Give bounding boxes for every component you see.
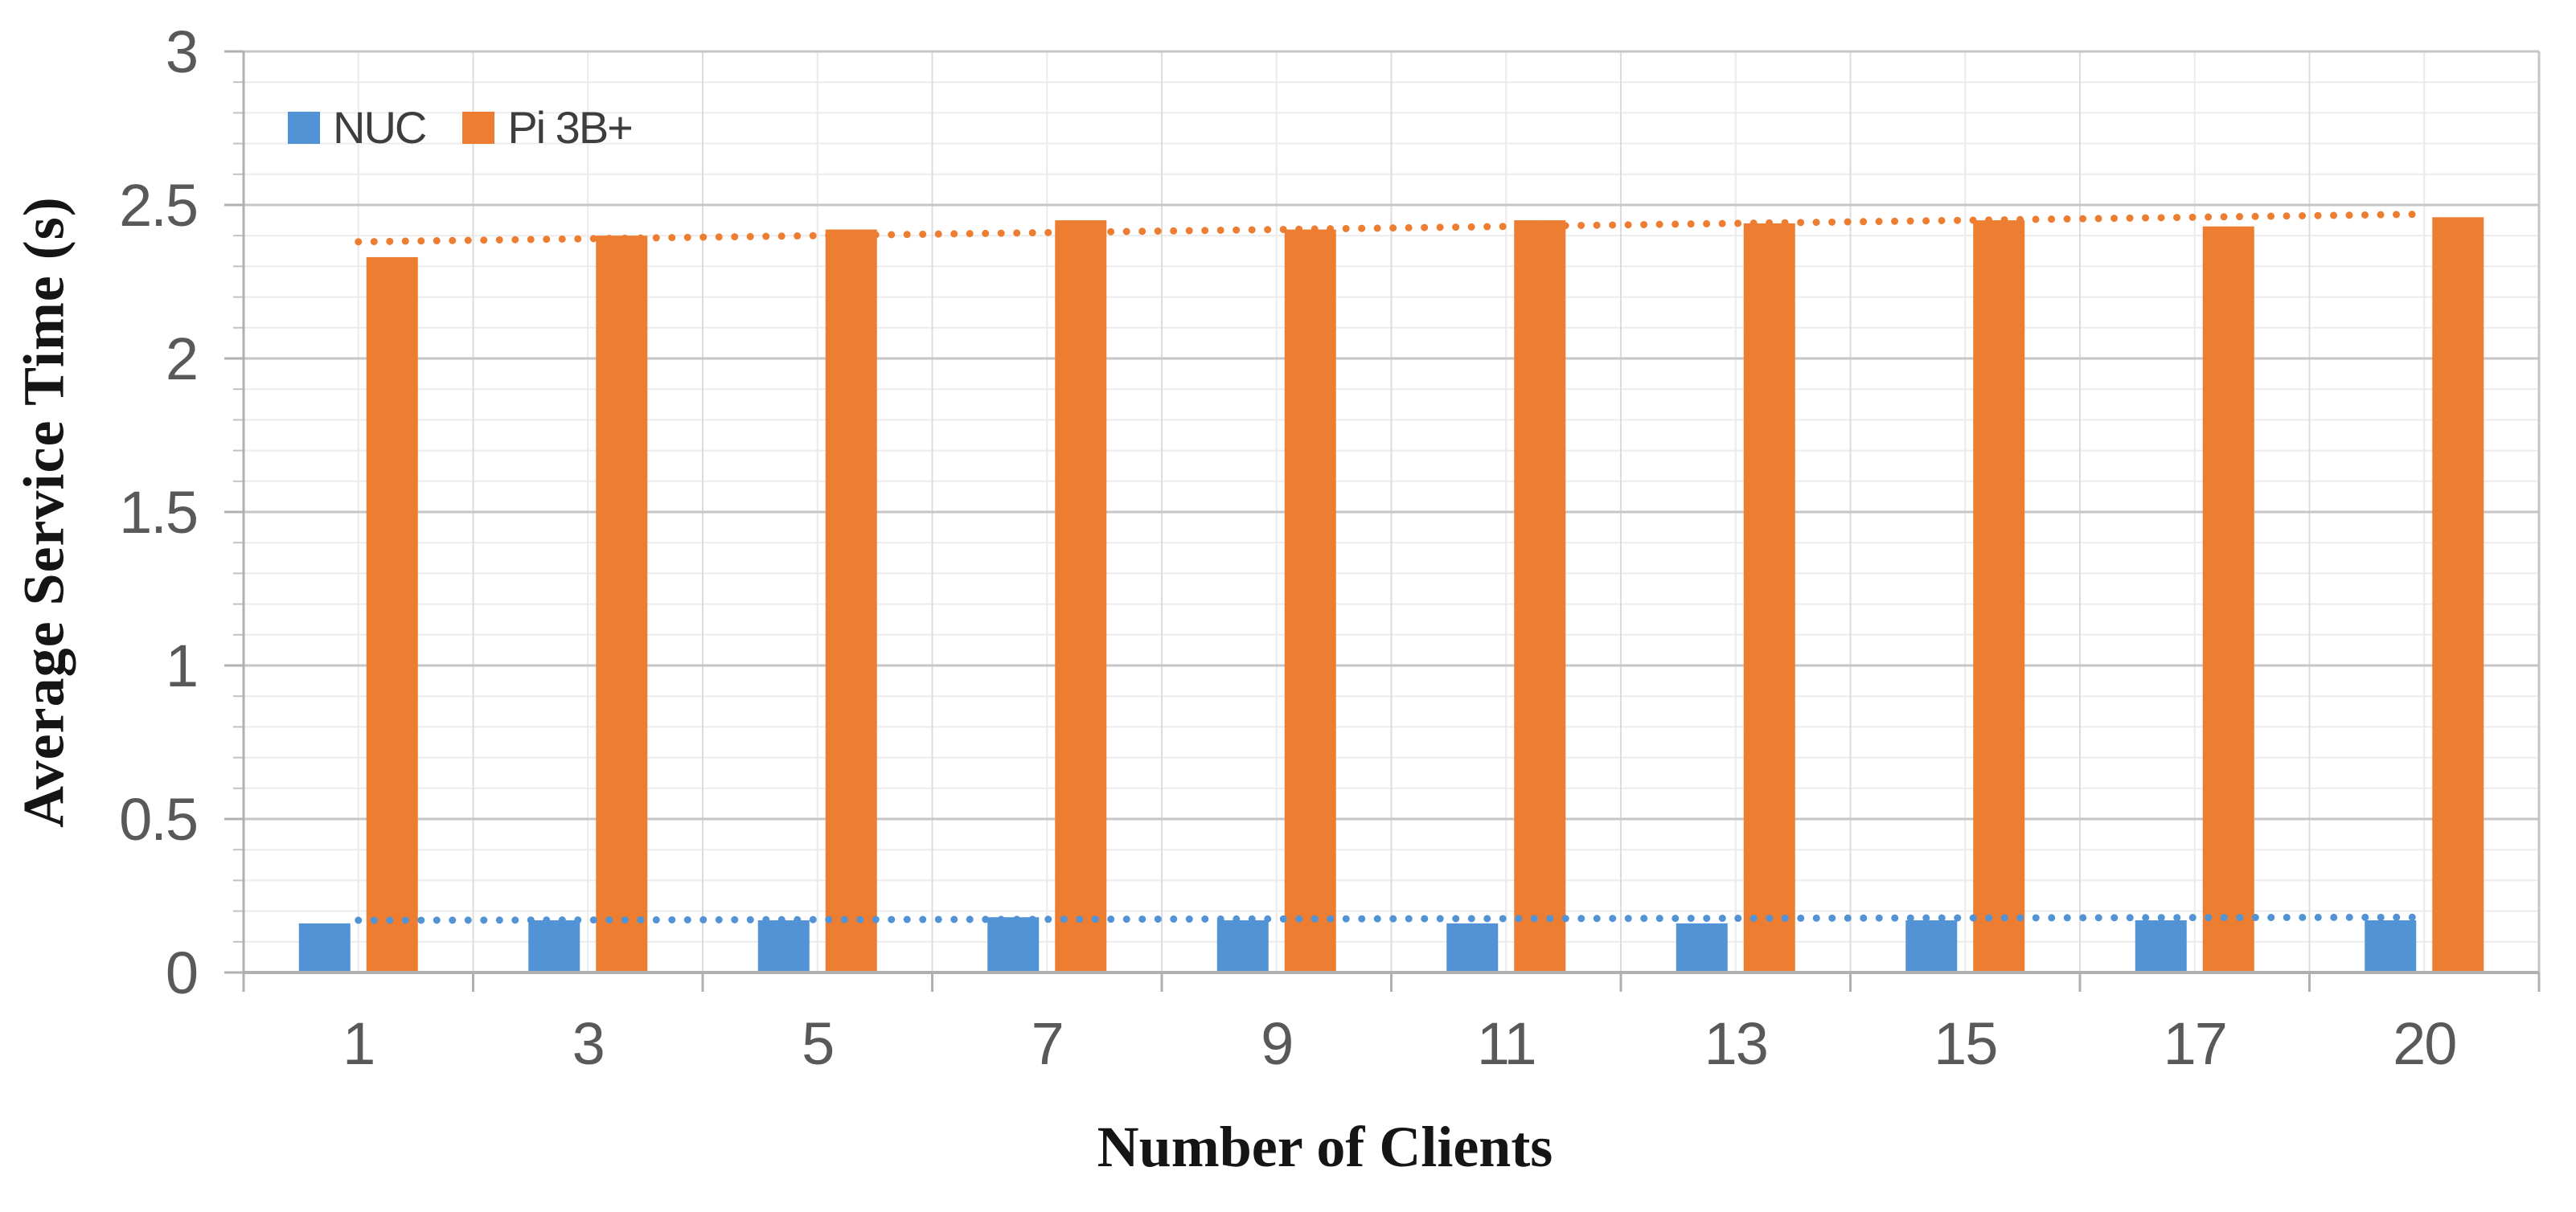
- legend: NUC Pi 3B+: [288, 101, 634, 154]
- bar-pi-3b--clients-13: [1743, 223, 1795, 972]
- bar-pi-3b--clients-17: [2202, 226, 2254, 972]
- x-tick-label: 20: [2393, 1010, 2457, 1077]
- x-tick-label: 11: [1476, 1010, 1537, 1077]
- legend-item-nuc: NUC: [288, 101, 427, 154]
- bar-pi-3b--clients-5: [825, 229, 877, 972]
- bar-nuc-clients-5: [757, 920, 810, 972]
- bar-nuc-clients-1: [298, 923, 351, 972]
- legend-label-pi3b: Pi 3B+: [507, 102, 634, 153]
- bar-nuc-clients-3: [528, 920, 580, 972]
- bar-pi-3b--clients-1: [366, 256, 418, 972]
- bar-pi-3b--clients-11: [1514, 220, 1566, 973]
- bar-pi-3b--clients-9: [1284, 229, 1336, 972]
- x-tick-label: 9: [1261, 1010, 1294, 1077]
- bar-pi-3b--clients-3: [596, 235, 648, 972]
- x-tick-label: 5: [802, 1010, 835, 1077]
- y-tick-label: 2.5: [119, 172, 199, 239]
- x-tick-label: 1: [343, 1010, 375, 1077]
- x-tick-label: 3: [572, 1010, 605, 1077]
- y-tick-label: 3: [165, 18, 199, 85]
- x-tick-label: 17: [2163, 1010, 2228, 1077]
- bar-pi-3b--clients-7: [1055, 220, 1107, 973]
- x-tick-label: 7: [1031, 1010, 1064, 1077]
- bar-nuc-clients-9: [1216, 920, 1269, 972]
- bar-nuc-clients-11: [1446, 923, 1499, 972]
- legend-item-pi3b: Pi 3B+: [462, 101, 634, 154]
- y-tick-label: 0.5: [119, 786, 199, 853]
- bar-pi-3b--clients-20: [2432, 217, 2484, 972]
- bar-nuc-clients-13: [1676, 923, 1728, 972]
- x-tick-label: 13: [1704, 1010, 1769, 1077]
- y-tick-label: 0: [165, 940, 199, 1006]
- bar-nuc-clients-17: [2135, 920, 2187, 972]
- legend-swatch-pi3b-icon: [462, 111, 495, 144]
- y-tick-label: 1: [165, 633, 199, 699]
- x-axis-title: Number of Clients: [1097, 1115, 1553, 1179]
- x-tick-label: 15: [1934, 1010, 1998, 1077]
- bar-nuc-clients-7: [987, 917, 1040, 972]
- y-tick-label: 1.5: [119, 479, 199, 546]
- trendline-pi-3b-: [355, 210, 2428, 246]
- legend-swatch-nuc-icon: [288, 111, 320, 144]
- legend-label-nuc: NUC: [333, 102, 427, 153]
- bar-nuc-clients-20: [2365, 920, 2417, 972]
- trendline-nuc: [355, 913, 2428, 924]
- y-tick-label: 2: [165, 326, 199, 392]
- bar-nuc-clients-15: [1905, 920, 1958, 972]
- bar-pi-3b--clients-15: [1973, 220, 2025, 973]
